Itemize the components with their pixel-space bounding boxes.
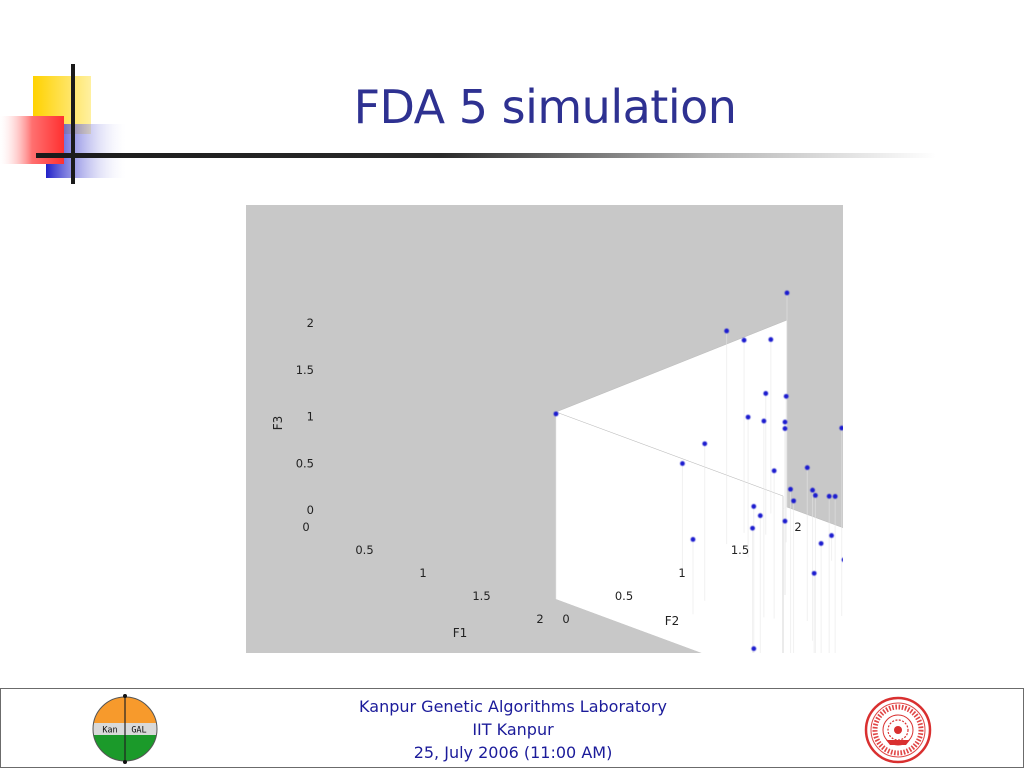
x-tick-label: 2 xyxy=(536,612,543,626)
y-tick-label: 0.5 xyxy=(615,589,633,603)
data-point xyxy=(741,337,747,343)
footer: Kan GAL Kanpur Genetic Algorithms Labora… xyxy=(0,688,1024,768)
data-point xyxy=(553,411,559,417)
data-point xyxy=(783,393,789,399)
data-point xyxy=(751,646,757,652)
y-axis-label: F2 xyxy=(665,614,680,628)
z-tick-label: 2 xyxy=(307,316,314,330)
box-edge xyxy=(555,411,784,497)
data-point xyxy=(784,290,790,296)
data-point xyxy=(782,518,788,524)
z-tick-label: 0.5 xyxy=(296,456,314,470)
box-edge xyxy=(555,319,788,413)
data-point xyxy=(832,494,838,499)
x-tick-label: 0.5 xyxy=(355,543,373,557)
x-tick-label: 0 xyxy=(302,520,309,534)
data-point xyxy=(763,391,769,396)
data-point xyxy=(826,493,832,499)
decorative-squares-graphic xyxy=(0,64,126,184)
z-tick-label: 1 xyxy=(307,410,314,424)
title-divider xyxy=(36,153,936,158)
y-tick-label: 1.5 xyxy=(731,543,749,557)
box-edge xyxy=(786,506,843,529)
y-tick-label: 1 xyxy=(678,566,685,580)
data-point xyxy=(811,570,817,576)
data-point xyxy=(750,525,755,531)
data-point xyxy=(782,426,788,431)
x-tick-label: 1 xyxy=(419,566,426,580)
footer-text-block: Kanpur Genetic Algorithms Laboratory IIT… xyxy=(301,695,725,764)
data-point xyxy=(812,492,818,498)
data-point xyxy=(839,425,843,431)
data-point xyxy=(782,419,788,425)
iit-kanpur-seal-icon xyxy=(864,696,932,764)
data-point xyxy=(804,465,810,471)
data-point xyxy=(791,498,797,504)
data-point xyxy=(745,414,751,420)
data-point xyxy=(690,537,696,542)
footer-lab-name: Kanpur Genetic Algorithms Laboratory xyxy=(359,697,667,716)
box-face-floor xyxy=(556,507,843,653)
z-tick-label: 1.5 xyxy=(296,363,314,377)
data-point xyxy=(829,533,834,538)
logo-text-gal: GAL xyxy=(131,726,146,736)
x-axis-label: F1 xyxy=(453,626,468,640)
data-point xyxy=(788,486,793,492)
footer-date: 25, July 2006 (11:00 AM) xyxy=(413,743,613,762)
fda5-3d-scatter-plot: 0 0.5 1 1.5 2 0 0.5 1 1.5 2 0 0.5 1 1.5 2 F1 F2 F3 xyxy=(246,205,843,653)
data-point xyxy=(768,337,774,342)
data-point xyxy=(724,328,730,334)
data-point xyxy=(761,418,767,424)
data-point xyxy=(810,487,815,493)
data-point xyxy=(680,461,685,466)
slide-title: FDA 5 simulation xyxy=(353,80,737,134)
z-tick-label: 0 xyxy=(307,503,314,517)
data-point xyxy=(841,557,843,562)
x-tick-label: 1.5 xyxy=(472,589,490,603)
y-tick-label: 2 xyxy=(794,520,801,534)
data-point xyxy=(751,504,757,509)
footer-institute: IIT Kanpur xyxy=(472,720,554,739)
data-point xyxy=(771,468,777,474)
z-axis-label: F3 xyxy=(271,416,285,431)
kangal-logo: Kan GAL xyxy=(92,694,158,764)
data-point xyxy=(702,441,708,447)
data-point xyxy=(818,541,824,546)
y-tick-label: 0 xyxy=(562,612,569,626)
data-point xyxy=(757,513,763,519)
logo-text-kan: Kan xyxy=(102,726,117,736)
